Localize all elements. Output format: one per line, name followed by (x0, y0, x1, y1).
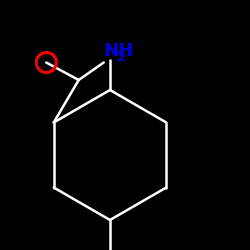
Text: NH: NH (104, 42, 134, 60)
Text: 2: 2 (118, 51, 126, 64)
